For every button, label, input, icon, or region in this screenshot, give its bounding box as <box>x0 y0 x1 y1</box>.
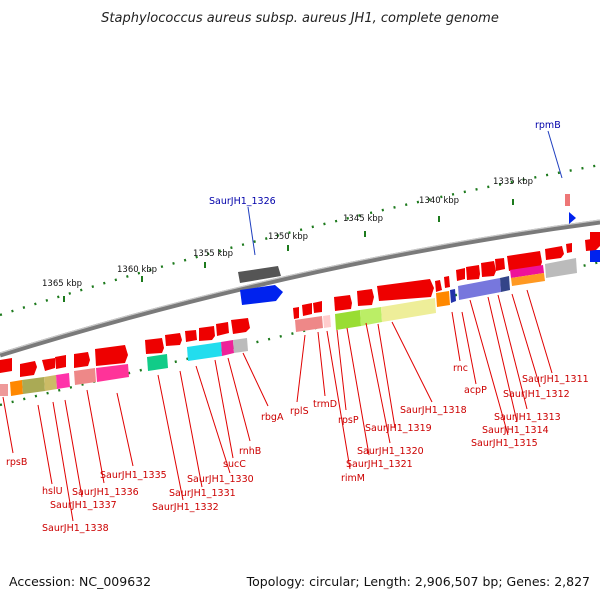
gene-label: trmD <box>313 399 337 410</box>
scale-label: 1350 kbp <box>268 232 308 242</box>
scale-label: 1360 kbp <box>117 265 157 275</box>
scale-label: 1340 kbp <box>419 196 459 206</box>
gene-label: hslU <box>42 486 63 497</box>
gene-label: rplS <box>290 406 309 417</box>
gene-label: rpsB <box>6 457 27 468</box>
gene-label-SaurJH1_1326: SaurJH1_1326 <box>209 196 276 207</box>
gene-label: rpsP <box>338 415 359 426</box>
top-label-connectors <box>247 130 563 256</box>
scale-major-ticks <box>63 199 514 302</box>
gene-label-rpmB: rpmB <box>535 120 561 131</box>
scale-labels: 1335 kbp 1340 kbp 1345 kbp 1350 kbp 1355… <box>42 177 533 289</box>
gene-block-gray <box>238 266 281 283</box>
gene-label: SaurJH1_1313 <box>494 412 561 423</box>
bottom-label-connectors <box>2 289 553 522</box>
gene-label: SaurJH1_1337 <box>50 500 117 511</box>
gene-label: SaurJH1_1338 <box>42 523 109 534</box>
gene-label: SaurJH1_1318 <box>400 405 467 416</box>
bottom-gene-labels: rpsB hslU SaurJH1_1338 SaurJH1_1337 Saur… <box>6 363 589 534</box>
scale-label: 1365 kbp <box>42 279 82 289</box>
gene-label: SaurJH1_1336 <box>72 487 139 498</box>
scale-track-inner <box>0 260 600 407</box>
bottom-strand-color-bars <box>0 258 577 396</box>
gene-label: SaurJH1_1332 <box>152 502 219 513</box>
gene-label: rnc <box>453 363 468 374</box>
genome-summary-text: Topology: circular; Length: 2,906,507 bp… <box>246 574 590 589</box>
scale-label: 1355 kbp <box>193 249 233 259</box>
map-title: Staphylococcus aureus subsp. aureus JH1,… <box>101 11 499 26</box>
gene-label: SaurJH1_1319 <box>365 423 432 434</box>
gene-rpmB <box>565 194 570 206</box>
gene-label: rbgA <box>261 412 284 423</box>
gene-label: SaurJH1_1331 <box>169 488 236 499</box>
scale-label: 1335 kbp <box>493 177 533 187</box>
gene-label: SaurJH1_1315 <box>471 438 538 449</box>
gene-label: acpP <box>464 385 487 396</box>
gene-label: rimM <box>341 473 365 484</box>
gene-label: sucC <box>223 459 246 470</box>
gene-label: SaurJH1_1321 <box>346 459 413 470</box>
gene-label: SaurJH1_1311 <box>522 374 589 385</box>
gene-label: rnhB <box>239 446 261 457</box>
bottom-strand-arrows <box>0 238 600 377</box>
gene-block-blue <box>240 285 283 305</box>
accession-text: Accession: NC_009632 <box>9 574 151 589</box>
gene-label: SaurJH1_1335 <box>100 470 167 481</box>
gene-label: SaurJH1_1330 <box>187 474 254 485</box>
gene-label: SaurJH1_1314 <box>482 425 549 436</box>
gene-label: SaurJH1_1312 <box>503 389 570 400</box>
gene-marker-blue <box>569 212 576 224</box>
genome-backbone <box>0 219 600 358</box>
gene-label: SaurJH1_1320 <box>357 446 424 457</box>
scale-label: 1345 kbp <box>343 214 383 224</box>
